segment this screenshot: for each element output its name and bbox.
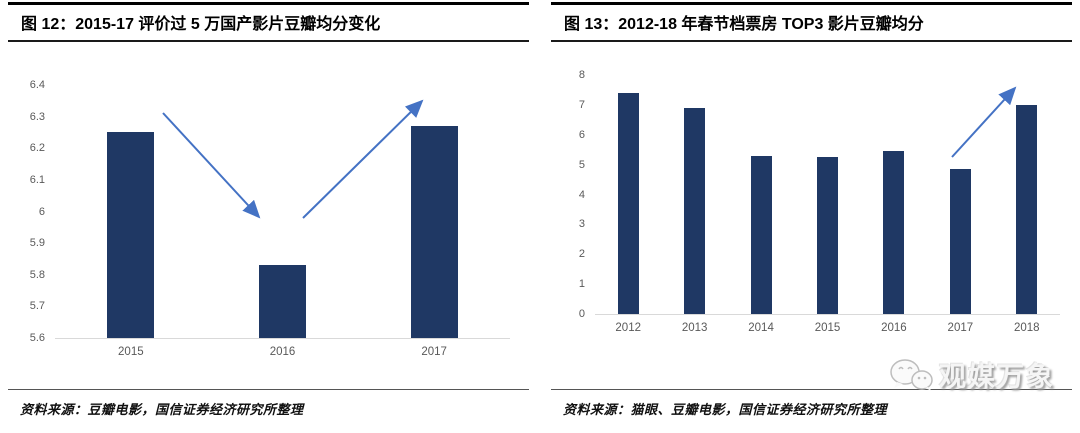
bar-2018	[1016, 104, 1038, 314]
y-axis-tick-label: 4	[578, 188, 585, 201]
x-axis-label: 2014	[748, 322, 774, 334]
x-axis-label: 2016	[881, 322, 907, 334]
figure-title: 图 12：2015-17 评价过 5 万国产影片豆瓣均分变化	[21, 16, 381, 33]
bar-2014	[750, 155, 772, 314]
y-axis-tick-label: 5	[578, 158, 585, 171]
bar-2015	[817, 157, 838, 314]
bar-2016	[259, 265, 306, 338]
bar-2016	[883, 151, 905, 314]
bar-2017	[949, 169, 971, 314]
panel-bottom-border	[8, 389, 529, 390]
panel-top-border	[8, 2, 529, 5]
rebound-trend-arrow-icon	[302, 99, 424, 219]
y-axis-tick-label: 6.4	[29, 79, 45, 91]
y-axis-tick-label: 2	[578, 248, 585, 261]
title-divider	[8, 40, 529, 42]
douban-score-change-bar-chart: 6.4 6.3 6.2 6.1 6 5.9 5.8 5.7 5.6 2015 2016 2017	[8, 43, 529, 390]
x-axis-label: 2016	[269, 346, 296, 358]
watermark: 观媒万象	[889, 354, 1055, 394]
source-note: 资料来源：豆瓣电影，国信证券经济研究所整理	[20, 402, 304, 417]
bar-2012	[617, 92, 639, 314]
y-axis-tick-label: 8	[578, 69, 585, 81]
y-axis-tick-label: 1	[578, 278, 585, 291]
y-axis-tick-label: 5.8	[29, 268, 45, 281]
x-axis-label: 2015	[814, 322, 841, 334]
bar-2013	[684, 107, 706, 314]
x-axis-label: 2017	[421, 346, 447, 358]
x-axis-line	[595, 314, 1060, 315]
x-axis-label: 2012	[615, 322, 641, 334]
y-axis-tick-label: 6.2	[29, 142, 45, 155]
watermark-logo-icon	[890, 359, 933, 391]
y-axis-tick-label: 6.3	[29, 110, 45, 123]
y-axis-tick-label: 5.9	[29, 237, 45, 250]
panel-top-border	[551, 2, 1072, 5]
figure-title: 图 13：2012-18 年春节档票房 TOP3 影片豆瓣均分	[564, 16, 924, 33]
bar-2017	[410, 126, 458, 338]
title-divider	[551, 40, 1072, 42]
y-axis-tick-label: 0	[578, 308, 585, 320]
x-axis-label: 2013	[681, 322, 708, 334]
y-axis-tick-label: 6	[38, 205, 45, 218]
surge-trend-arrow-icon	[951, 86, 1017, 158]
y-axis-tick-label: 5.6	[29, 332, 45, 344]
source-note: 资料来源：猫眼、豆瓣电影，国信证券经济研究所整理	[563, 402, 888, 417]
figure-13-panel: 图 13：2012-18 年春节档票房 TOP3 影片豆瓣均分 8 7 6 5 4 3 2 1…	[551, 0, 1072, 433]
y-axis-tick-label: 6.1	[29, 173, 45, 186]
panel-bottom-border	[551, 389, 1072, 390]
y-axis-tick-label: 7	[578, 98, 585, 111]
y-axis-tick-label: 5.7	[29, 300, 45, 313]
x-axis-line	[55, 338, 510, 339]
watermark-text: 观媒万象	[939, 361, 1055, 392]
y-axis-tick-label: 6	[578, 128, 585, 141]
x-axis-label: 2018	[1013, 322, 1040, 334]
x-axis-label: 2015	[118, 346, 144, 358]
y-axis-tick-label: 3	[578, 218, 585, 231]
x-axis-label: 2017	[947, 322, 974, 334]
bar-2015	[107, 132, 155, 338]
decline-trend-arrow-icon	[162, 112, 261, 219]
spring-festival-top3-bar-chart: 8 7 6 5 4 3 2 1 0 2012 2013 2014 2015 2016 2017 2018	[551, 43, 1072, 390]
figure-12-panel: 图 12：2015-17 评价过 5 万国产影片豆瓣均分变化 6.4 6.3 6.2…	[8, 0, 529, 433]
